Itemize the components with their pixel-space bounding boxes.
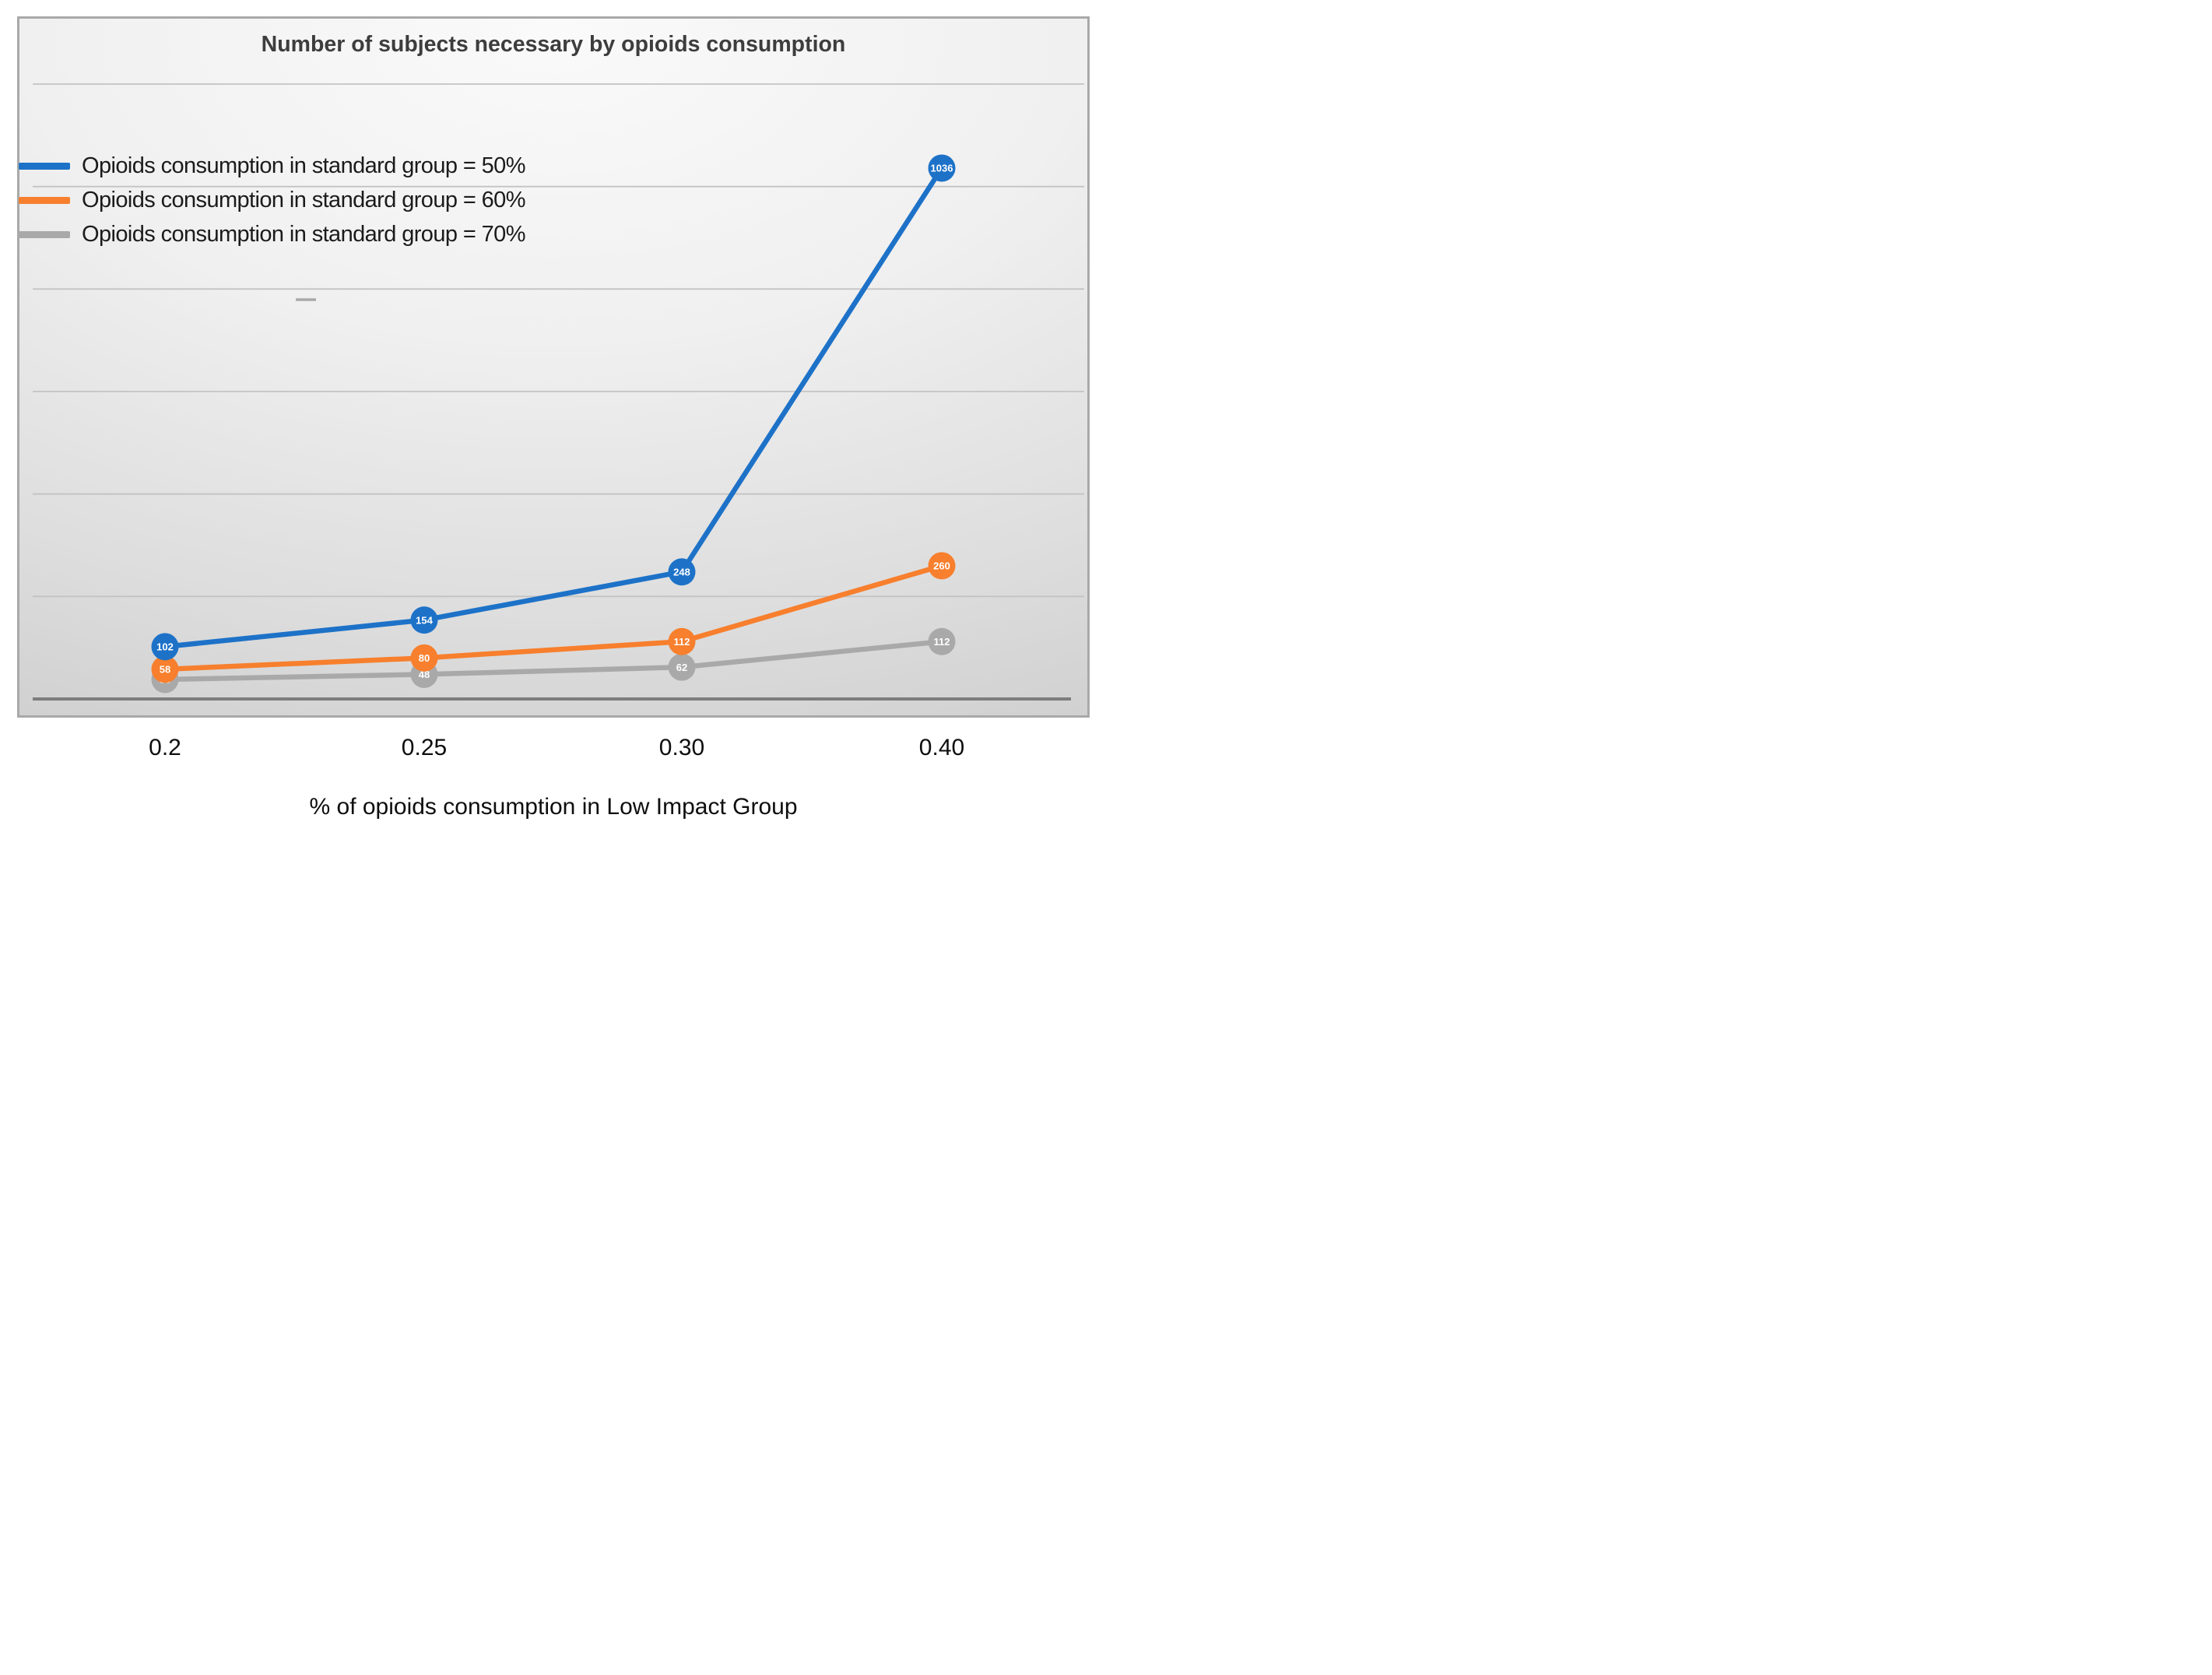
chart-title: Number of subjects necessary by opioids … [261, 32, 846, 57]
data-point-label: 154 [416, 614, 433, 626]
legend-item-standard-50: Opioids consumption in standard group = … [19, 149, 525, 183]
legend: Opioids consumption in standard group = … [19, 149, 525, 251]
chart-plot-background [17, 16, 1090, 718]
series-line-3 [162, 639, 945, 683]
x-tick-label: 0.25 [401, 735, 448, 760]
data-point [668, 627, 696, 655]
data-point [668, 558, 696, 586]
x-axis-title: % of opioids consumption in Low Impact G… [309, 794, 798, 820]
legend-label: Opioids consumption in standard group = … [82, 221, 525, 247]
legend-swatch-blue [19, 162, 70, 170]
chart-plot-svg: 38486211258801122601021542481036 [33, 83, 1084, 701]
data-point [928, 552, 956, 580]
data-point-label: 112 [934, 636, 950, 648]
data-point [928, 154, 956, 182]
legend-item-standard-70: Opioids consumption in standard group = … [19, 217, 525, 251]
series-line-2 [162, 563, 945, 672]
data-point-label: 248 [673, 566, 690, 578]
data-point-label: 80 [419, 652, 430, 664]
x-tick-label: 0.30 [658, 735, 705, 760]
data-point-label: 58 [160, 663, 170, 675]
legend-label: Opioids consumption in standard group = … [82, 153, 525, 178]
x-tick-label: 0.40 [918, 735, 965, 760]
legend-swatch-gray [19, 230, 70, 238]
data-point-label: 260 [933, 560, 950, 572]
series-line-1 [162, 165, 945, 650]
data-point [410, 606, 438, 634]
legend-item-standard-60: Opioids consumption in standard group = … [19, 183, 525, 217]
x-tick-label: 0.2 [149, 735, 181, 760]
legend-swatch-orange [19, 196, 70, 204]
data-point [668, 653, 696, 681]
data-point-label: 112 [674, 636, 690, 648]
data-point-label: 102 [156, 641, 174, 653]
data-point-label: 62 [676, 662, 687, 673]
data-point [151, 655, 179, 683]
data-point [151, 633, 179, 661]
data-point [928, 627, 956, 655]
data-point-label: 48 [419, 669, 430, 680]
legend-label: Opioids consumption in standard group = … [82, 187, 525, 212]
data-point-label: 1036 [931, 163, 953, 174]
data-point [410, 644, 438, 672]
